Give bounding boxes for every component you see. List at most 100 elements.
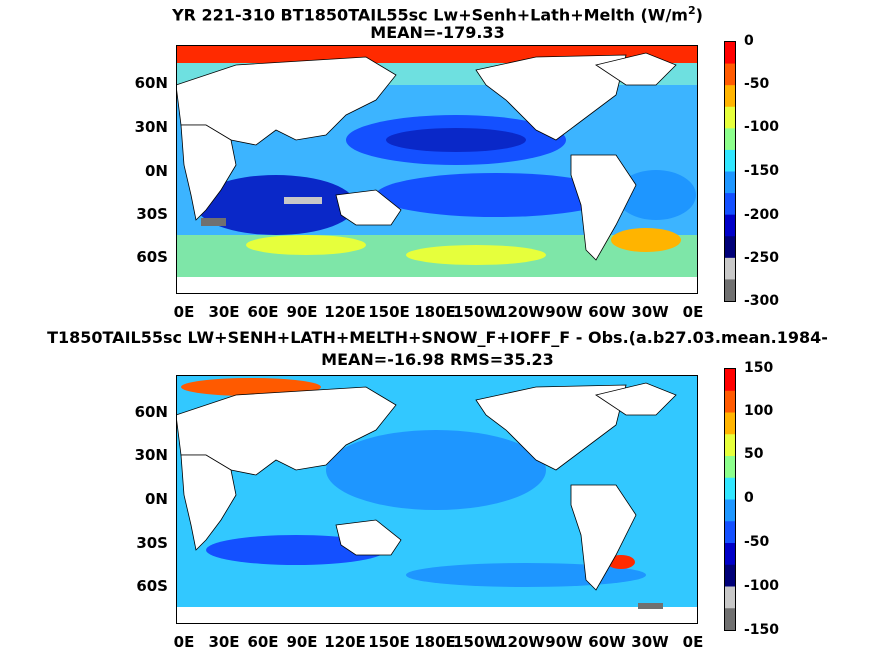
panel1-lat-30n: 30N bbox=[134, 118, 168, 136]
panel1-colorbar-tick-3: -150 bbox=[744, 163, 780, 179]
panel2-lat-60s: 60S bbox=[136, 577, 168, 595]
antarctica bbox=[176, 607, 698, 624]
panel1-lon-6: 180E bbox=[414, 303, 456, 321]
panel1-subtitle: MEAN=-179.33 bbox=[370, 23, 505, 42]
indian-ocean-cold bbox=[196, 175, 356, 235]
colorbar-segment bbox=[725, 456, 735, 479]
colorbar-segment bbox=[725, 257, 735, 280]
south-atlantic bbox=[616, 170, 696, 220]
panel1-colorbar-tick-5: -250 bbox=[744, 250, 780, 266]
grey-patch-1 bbox=[638, 603, 663, 609]
south-atlantic-warm bbox=[611, 228, 681, 252]
colorbar-segment bbox=[725, 586, 735, 609]
north-pacific-bias bbox=[326, 430, 546, 510]
panel1-lon-8: 120W bbox=[497, 303, 545, 321]
panel1-colorbar-tick-1: -50 bbox=[744, 76, 770, 92]
panel2-lon-1: 30E bbox=[208, 633, 240, 651]
panel2-map-svg bbox=[176, 375, 698, 624]
panel1-colorbar-tick-0: 0 bbox=[744, 33, 754, 49]
colorbar-segment bbox=[725, 477, 735, 500]
colorbar-segment bbox=[725, 279, 735, 302]
colorbar-segment bbox=[725, 369, 735, 392]
colorbar-segment bbox=[725, 214, 735, 237]
colorbar-segment bbox=[725, 608, 735, 631]
panel1-map bbox=[176, 45, 698, 294]
colorbar-segment bbox=[725, 106, 735, 129]
panel1-colorbar-tick-4: -200 bbox=[744, 207, 780, 223]
panel1-map-svg bbox=[176, 45, 698, 294]
colorbar-segment bbox=[725, 128, 735, 151]
colorbar-segment bbox=[725, 42, 735, 65]
panel2-lon-0: 0E bbox=[173, 633, 195, 651]
panel2-colorbar-tick-3: 0 bbox=[744, 490, 754, 506]
panel1-lon-1: 30E bbox=[208, 303, 240, 321]
panel2-lon-9: 90W bbox=[545, 633, 583, 651]
panel2-title: T1850TAIL55sc LW+SENH+LATH+MELTH+SNOW_F+… bbox=[47, 328, 828, 347]
panel2-lon-3: 90E bbox=[286, 633, 318, 651]
panel1-colorbar bbox=[724, 41, 736, 302]
colorbar-segment bbox=[725, 85, 735, 108]
panel2-lon-2: 60E bbox=[247, 633, 279, 651]
grey-patch-2 bbox=[284, 197, 322, 204]
arctic-warm-anomaly bbox=[181, 378, 321, 396]
panel1-lon-9: 90W bbox=[545, 303, 583, 321]
panel2-lon-6: 180E bbox=[414, 633, 456, 651]
colorbar-segment bbox=[725, 149, 735, 172]
panel2-colorbar-tick-0: 150 bbox=[744, 360, 774, 376]
southern-ocean-yellow-2 bbox=[406, 245, 546, 265]
panel1-lon-5: 150E bbox=[368, 303, 410, 321]
southern-ocean-yellow-1 bbox=[246, 235, 366, 255]
colorbar-segment bbox=[725, 434, 735, 457]
panel1-lon-10: 60W bbox=[588, 303, 626, 321]
panel1-colorbar-svg bbox=[725, 42, 735, 302]
panel1-title: YR 221-310 BT1850TAIL55sc Lw+Senh+Lath+M… bbox=[0, 1, 875, 25]
panel1-lon-4: 120E bbox=[324, 303, 366, 321]
panel1-lat-30s: 30S bbox=[136, 205, 168, 223]
panel2-lon-8: 120W bbox=[497, 633, 545, 651]
panel2-colorbar-svg bbox=[725, 369, 735, 631]
colorbar-segment bbox=[725, 390, 735, 413]
colorbar-segment bbox=[725, 63, 735, 86]
colorbar-segment bbox=[725, 193, 735, 216]
panel1-lat-0n: 0N bbox=[145, 162, 168, 180]
panel1-title-end: ) bbox=[695, 5, 703, 25]
panel1-lat-60n: 60N bbox=[134, 74, 168, 92]
colorbar-segment bbox=[725, 171, 735, 194]
panel2-lon-12: 0E bbox=[682, 633, 704, 651]
panel2-colorbar-tick-2: 50 bbox=[744, 446, 764, 462]
land-masses bbox=[176, 52, 677, 261]
panel1-title-text: YR 221-310 BT1850TAIL55sc Lw+Senh+Lath+M… bbox=[172, 5, 688, 25]
panel2-lon-5: 150E bbox=[368, 633, 410, 651]
panel2-lon-11: 30W bbox=[631, 633, 669, 651]
panel1-lon-3: 90E bbox=[286, 303, 318, 321]
panel2-colorbar-tick-4: -50 bbox=[744, 534, 770, 550]
colorbar-segment bbox=[725, 236, 735, 259]
panel1-lon-2: 60E bbox=[247, 303, 279, 321]
panel2-lat-30n: 30N bbox=[134, 446, 168, 464]
panel1-lon-12: 0E bbox=[682, 303, 704, 321]
land-masses bbox=[176, 382, 677, 591]
panel1-lon-7: 150W bbox=[453, 303, 501, 321]
south-pacific-cold bbox=[376, 173, 616, 217]
southern-pacific-bias bbox=[406, 563, 646, 587]
panel2-lon-4: 120E bbox=[324, 633, 366, 651]
panel2-colorbar bbox=[724, 368, 736, 631]
panel1-colorbar-tick-6: -300 bbox=[744, 293, 780, 309]
panel2-colorbar-tick-6: -150 bbox=[744, 622, 780, 638]
colorbar-segment bbox=[725, 412, 735, 435]
panel2-lat-60n: 60N bbox=[134, 403, 168, 421]
panel2-lat-30s: 30S bbox=[136, 534, 168, 552]
colorbar-segment bbox=[725, 521, 735, 544]
panel1-lat-60s: 60S bbox=[136, 248, 168, 266]
colorbar-segment bbox=[725, 564, 735, 587]
panel1-title-sup: 2 bbox=[687, 4, 696, 17]
panel2-lat-0n: 0N bbox=[145, 490, 168, 508]
panel1-lon-0: 0E bbox=[173, 303, 195, 321]
panel2-lon-7: 150W bbox=[453, 633, 501, 651]
colorbar-segment bbox=[725, 499, 735, 522]
north-pacific-core bbox=[386, 128, 526, 152]
panel2-map bbox=[176, 375, 698, 624]
panel2-colorbar-tick-1: 100 bbox=[744, 403, 774, 419]
panel1-colorbar-tick-2: -100 bbox=[744, 119, 780, 135]
panel2-lon-10: 60W bbox=[588, 633, 626, 651]
